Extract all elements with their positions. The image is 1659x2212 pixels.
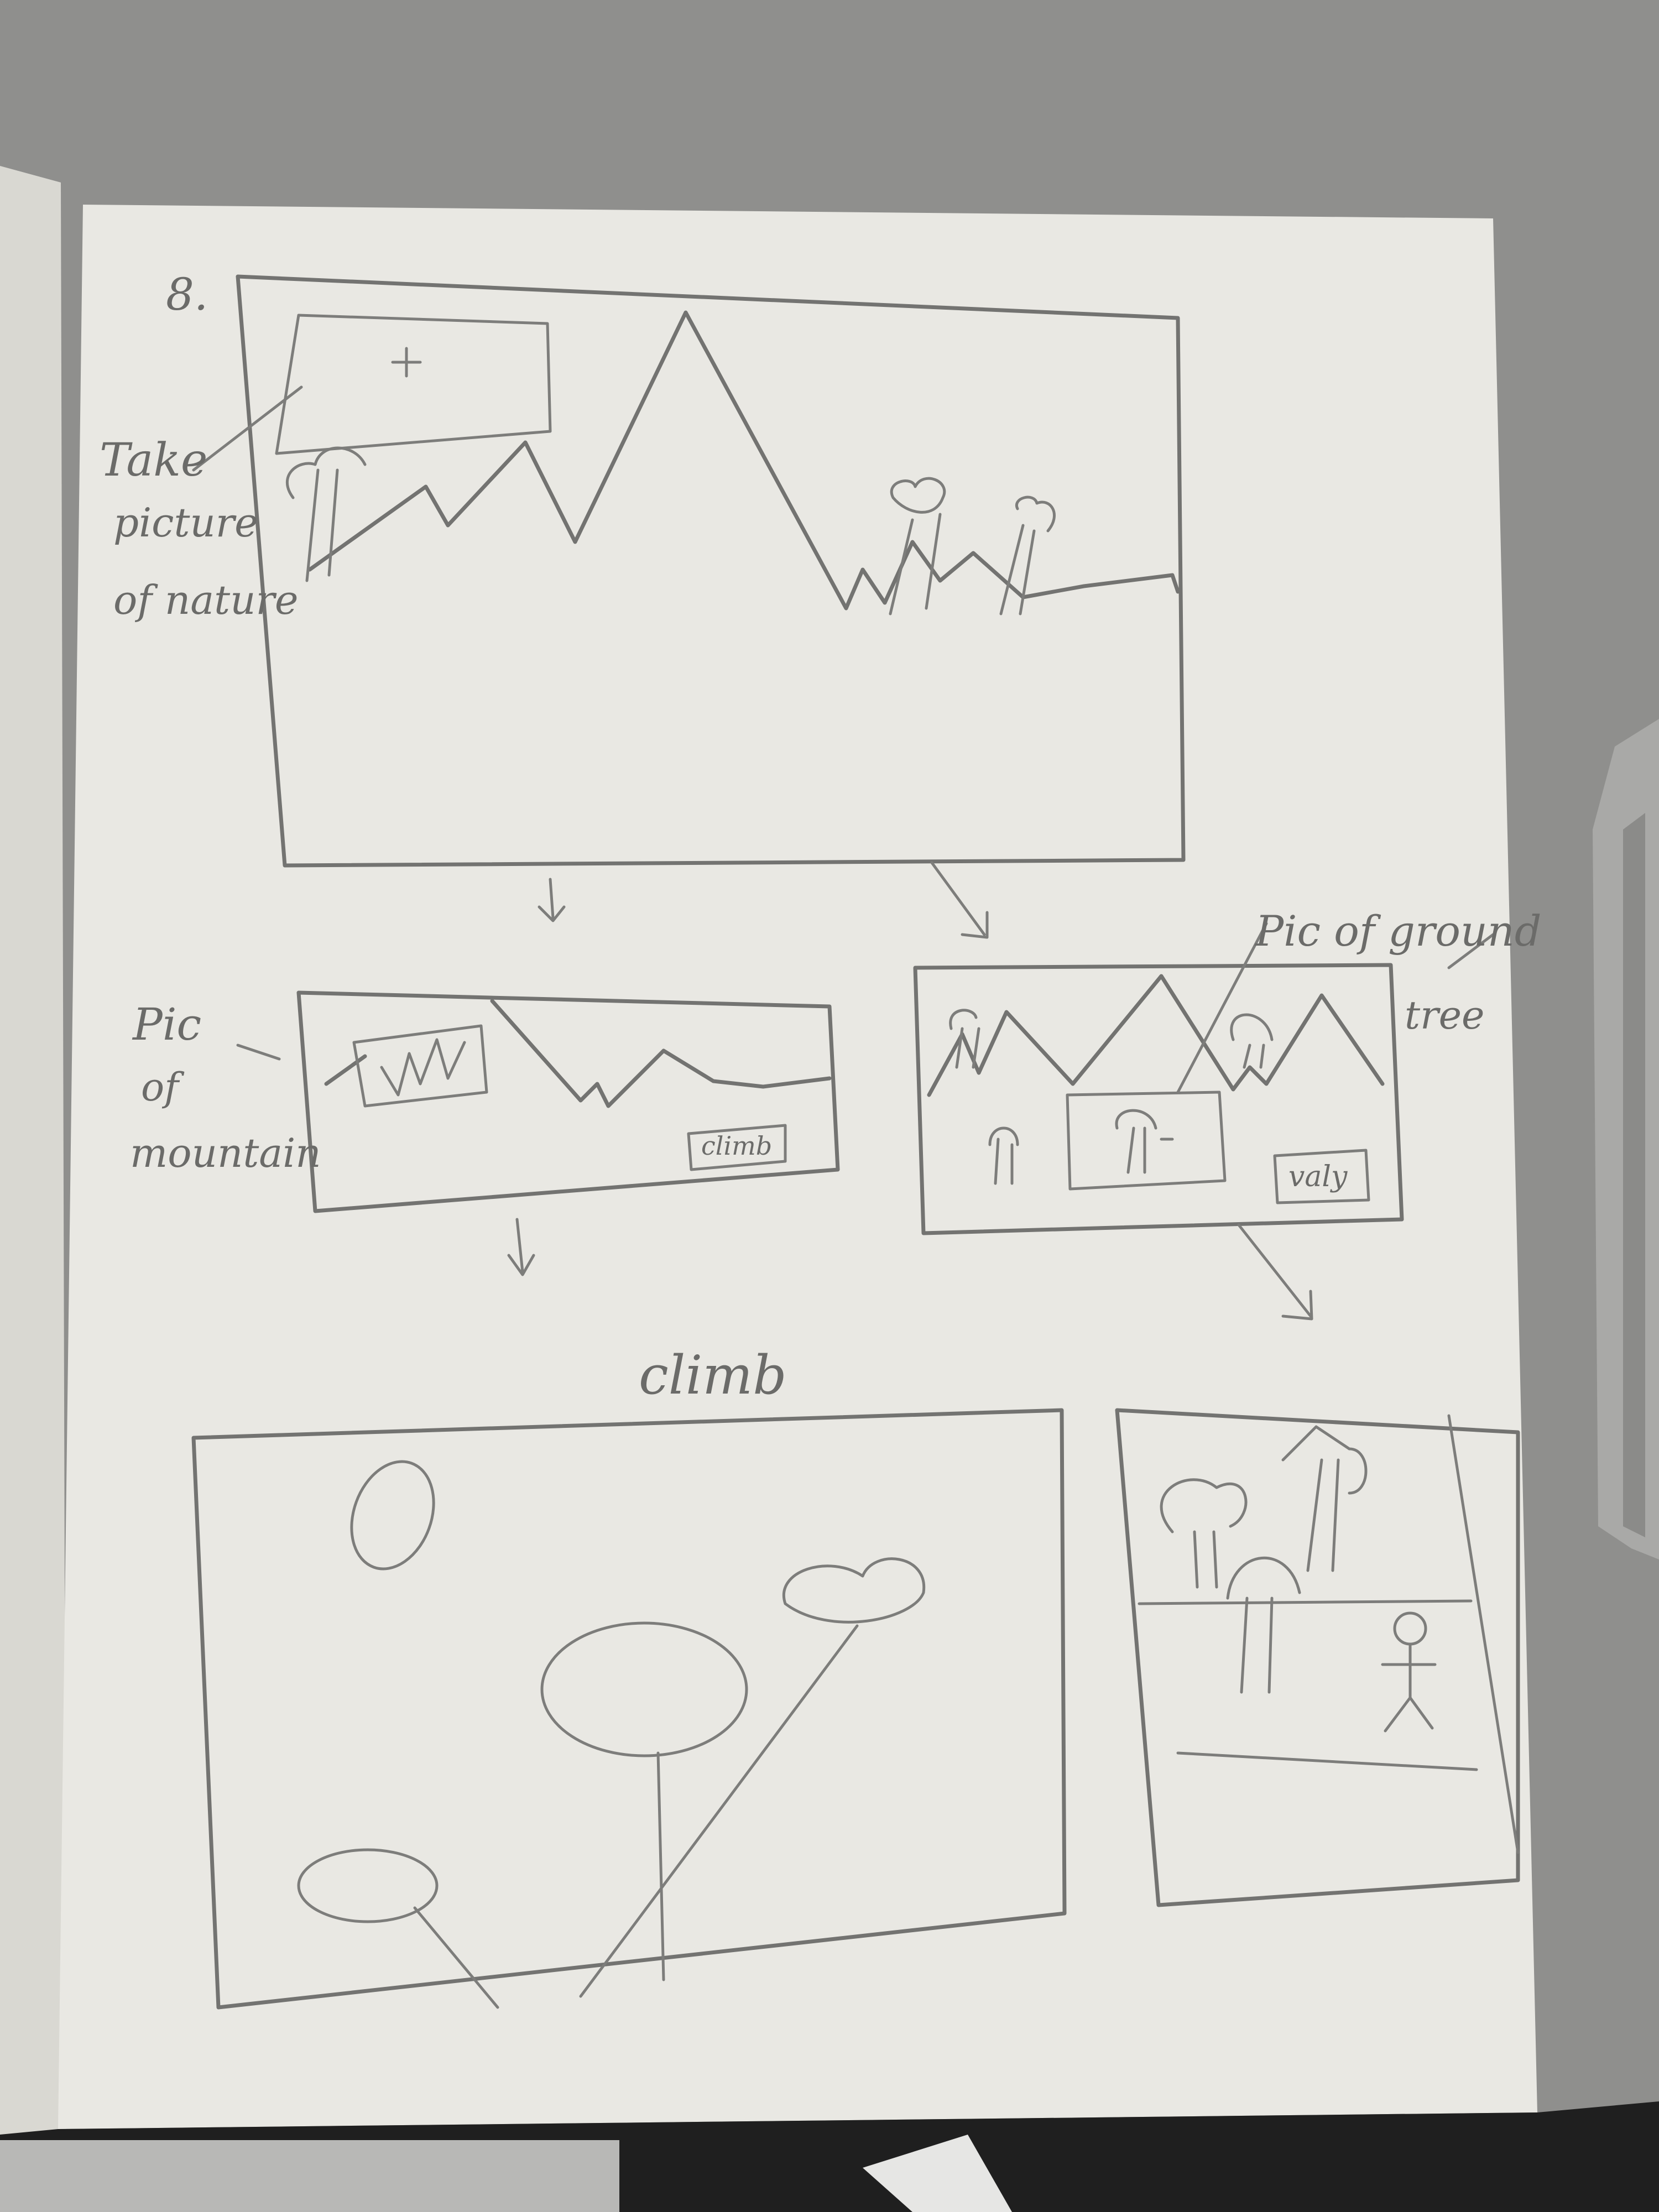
- left-page: [0, 166, 66, 2206]
- viewfinder-box: [352, 1024, 488, 1108]
- ground-line: [1176, 1751, 1478, 1771]
- annotation-line: Take: [100, 434, 207, 487]
- panel-ground: valy: [913, 922, 1495, 1235]
- crosshair-icon: [391, 347, 422, 378]
- tree-icon: [1281, 1425, 1368, 1572]
- arrow-down-icon: [507, 1218, 535, 1276]
- paper-page: [58, 205, 1537, 2129]
- laptop-side: [1623, 813, 1645, 1537]
- panel-mountain: climb: [236, 990, 840, 1213]
- annotation-line: mountain: [130, 1130, 321, 1176]
- tree-icon: [285, 446, 367, 582]
- panel-climb: [191, 1408, 1067, 2010]
- annotation-pointer: [192, 385, 303, 472]
- annotation-pointer: [236, 1044, 281, 1061]
- hold-icon: [350, 1460, 435, 1571]
- climb-button-label: climb: [701, 1131, 772, 1161]
- panel-ground-frame: [913, 963, 1404, 1235]
- annotation-line: picture: [113, 499, 258, 546]
- tree-icon: [999, 495, 1056, 615]
- climb-heading: climb: [639, 1344, 787, 1406]
- person-icon: [1381, 1644, 1437, 1733]
- annotation-line: of: [141, 1065, 185, 1110]
- hold-icon: [540, 1621, 748, 1757]
- annotation-pointer: [1176, 922, 1268, 1094]
- valley-button[interactable]: [1273, 1149, 1370, 1204]
- annotation-line: Pic: [132, 999, 201, 1050]
- paper-corner: [863, 2135, 1012, 2212]
- annotation-pic-of-ground-tree: Pic of ground tree: [1254, 906, 1542, 1038]
- panel-divider: [1447, 1414, 1520, 1854]
- climb-button[interactable]: [687, 1124, 787, 1171]
- arrow-down-right-icon: [1237, 1223, 1313, 1321]
- tree-icon: [1230, 1013, 1274, 1069]
- panel-nature-frame: [236, 274, 1186, 868]
- viewfinder-box: [275, 314, 552, 455]
- panel-climb-frame: [191, 1408, 1067, 2010]
- arrow-down-icon: [538, 878, 566, 922]
- annotation-line: of nature: [113, 577, 299, 623]
- cloth: [0, 2140, 619, 2212]
- valley-button-label: valy: [1288, 1160, 1348, 1193]
- mountain-range: [307, 310, 1180, 611]
- tree-icon: [1115, 1109, 1174, 1174]
- tree-icon: [889, 477, 946, 615]
- panel-valley: [1115, 1408, 1520, 1907]
- annotation-pointer: [1447, 933, 1495, 969]
- annotation-take-picture: Take picture of nature: [100, 434, 299, 623]
- panel-nature: [192, 274, 1186, 868]
- panel-valley-frame: [1115, 1408, 1520, 1907]
- tree-icon: [949, 1009, 980, 1069]
- ground-line: [1138, 1599, 1473, 1605]
- viewfinder-box: [1066, 1091, 1227, 1191]
- annotation-pic-of-mountain: Pic of mountain: [130, 999, 321, 1176]
- page-number: 8.: [166, 269, 208, 320]
- annotation-line: Pic of ground: [1254, 906, 1542, 956]
- climbing-rope: [413, 1624, 859, 2009]
- hold-icon: [297, 1848, 439, 1923]
- annotation-line: tree: [1405, 993, 1484, 1038]
- tree-icon: [988, 1126, 1019, 1185]
- tree-icon: [1226, 1556, 1301, 1694]
- panel-mountain-frame: [296, 990, 840, 1213]
- mountain-range: [380, 1038, 466, 1097]
- arrow-down-right-icon: [930, 861, 989, 939]
- hold-icon: [782, 1557, 926, 1624]
- tree-icon: [1160, 1478, 1248, 1589]
